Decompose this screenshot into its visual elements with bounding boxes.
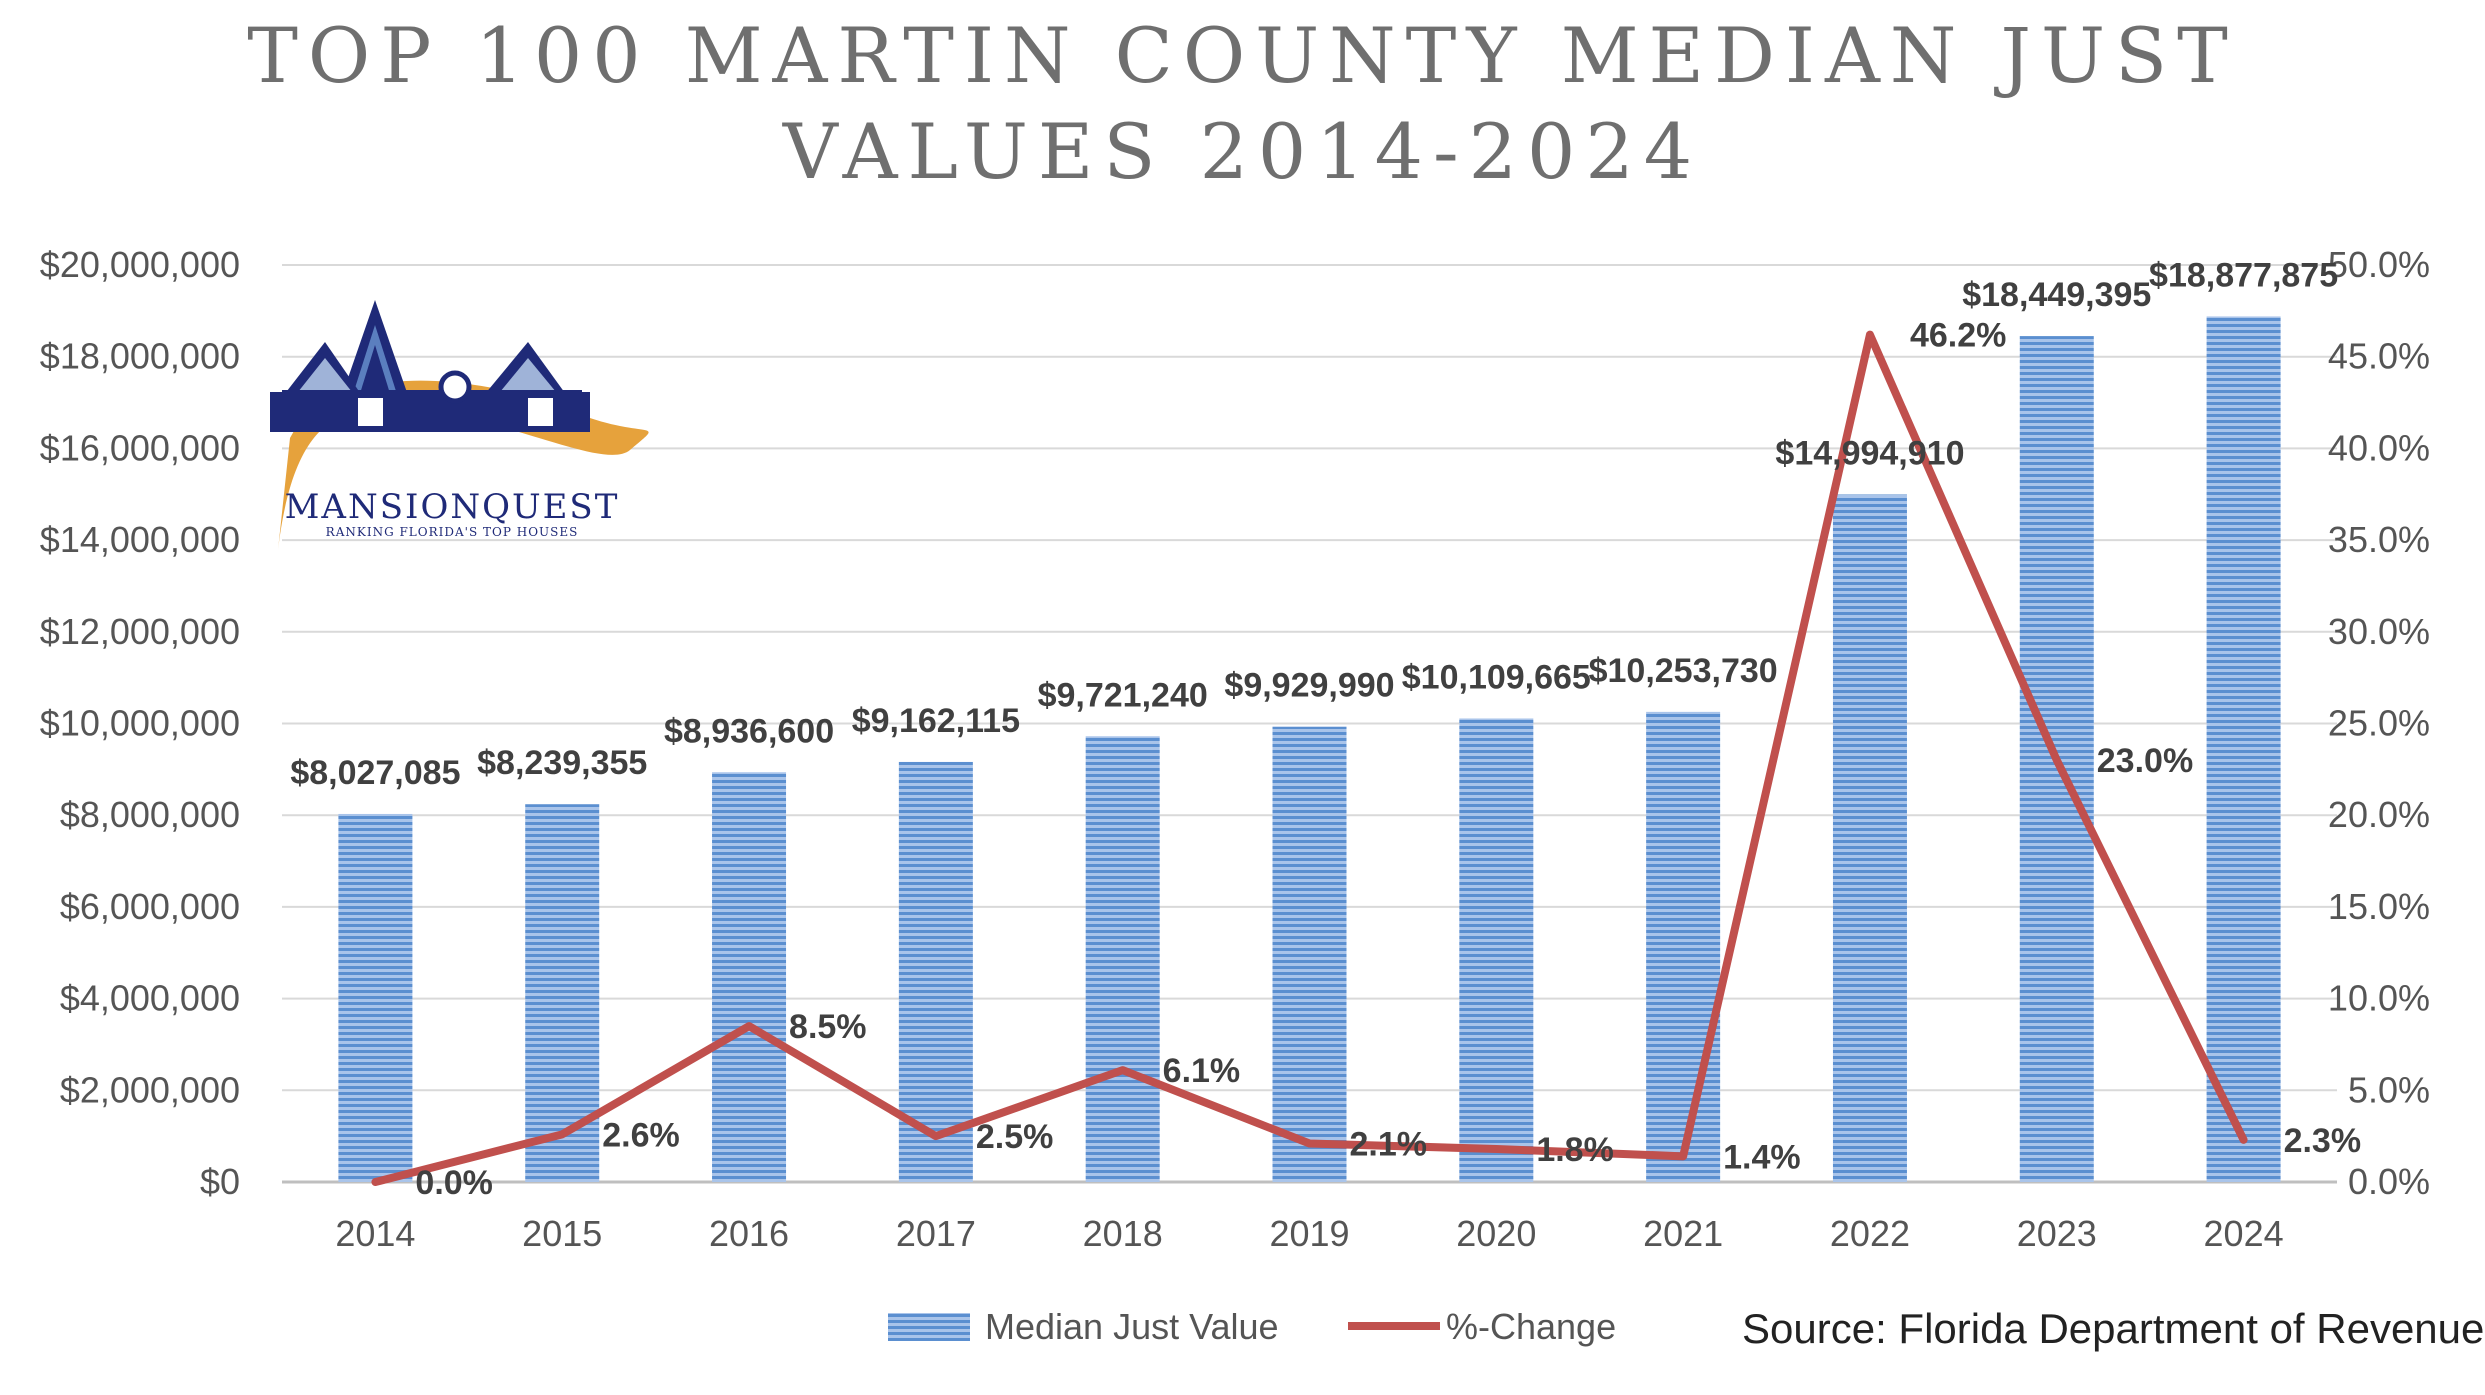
pct-change-line-layer xyxy=(371,330,2248,1186)
bar-value-labels: $8,027,085 $8,239,355 $8,936,600 $9,162,115… xyxy=(290,256,2338,792)
x-axis-tick-label: 2015 xyxy=(522,1213,602,1254)
pct-value-label: 2.6% xyxy=(602,1116,680,1154)
bar-value-label: $8,936,600 xyxy=(664,712,834,750)
legend-line-label: %-Change xyxy=(1446,1306,1616,1347)
right-axis-tick-label: 15.0% xyxy=(2328,886,2430,927)
bar-value-label: $8,239,355 xyxy=(477,744,647,782)
bar-value-label: $10,253,730 xyxy=(1589,652,1778,690)
bar-value-label: $14,994,910 xyxy=(1775,434,1964,472)
x-axis-tick-label: 2014 xyxy=(335,1213,415,1254)
left-axis-tick-label: $12,000,000 xyxy=(40,611,240,652)
bar-value-label: $8,027,085 xyxy=(290,754,460,792)
right-axis-tick-label: 5.0% xyxy=(2348,1069,2430,1110)
pct-value-label: 6.1% xyxy=(1163,1052,1241,1090)
bar-value-label: $18,449,395 xyxy=(1962,276,2151,314)
pct-value-label: 0.0% xyxy=(415,1164,493,1202)
logo-name: MANSIONQUEST xyxy=(285,487,620,527)
right-axis-tick-label: 40.0% xyxy=(2328,427,2430,468)
pct-value-label: 46.2% xyxy=(1910,317,2006,355)
x-axis-tick-label: 2022 xyxy=(1830,1213,1910,1254)
left-axis-tick-label: $8,000,000 xyxy=(60,794,240,835)
x-axis-tick-label: 2019 xyxy=(1269,1213,1349,1254)
pct-value-label: 8.5% xyxy=(789,1008,867,1046)
source-note: Source: Florida Department of Revenue xyxy=(1742,1305,2484,1352)
bar xyxy=(1832,494,1907,1182)
bar-value-label: $9,929,990 xyxy=(1224,667,1394,705)
bar xyxy=(1646,711,1721,1182)
pct-value-labels: 0.0% 2.6% 8.5% 2.5% 6.1% 2.1% 1.8% 1.4% 46.2% 23.… xyxy=(415,317,2361,1202)
bar xyxy=(338,813,413,1182)
left-axis-tick-label: $4,000,000 xyxy=(60,978,240,1019)
legend: Median Just Value %-Change xyxy=(888,1306,1616,1347)
left-axis-tick-label: $6,000,000 xyxy=(60,886,240,927)
pct-value-label: 23.0% xyxy=(2097,742,2193,780)
bar xyxy=(898,761,973,1182)
bar xyxy=(712,772,787,1182)
right-axis-tick-label: 20.0% xyxy=(2328,794,2430,835)
bar xyxy=(1272,726,1347,1182)
chart-title: TOP 100 MARTIN COUNTY MEDIAN JUST VALUES… xyxy=(0,8,2485,200)
pct-value-label: 1.8% xyxy=(1536,1131,1614,1169)
right-axis-tick-label: 25.0% xyxy=(2328,703,2430,744)
x-axis-tick-label: 2018 xyxy=(1083,1213,1163,1254)
legend-bar-swatch xyxy=(888,1313,970,1341)
chart-title-line-2: VALUES 2014-2024 xyxy=(782,107,1703,196)
left-axis-tick-label: $16,000,000 xyxy=(40,427,240,468)
x-axis-ticks: 2014 2015 2016 2017 2018 2019 2020 2021 2022 2023… xyxy=(335,1213,2283,1254)
left-axis-tick-label: $0 xyxy=(200,1161,240,1202)
x-axis-tick-label: 2021 xyxy=(1643,1213,1723,1254)
mansionquest-logo: MANSIONQUEST RANKING FLORIDA'S TOP HOUSE… xyxy=(270,300,649,550)
bar xyxy=(1085,736,1160,1182)
legend-bar-label: Median Just Value xyxy=(985,1306,1279,1347)
pct-value-label: 1.4% xyxy=(1723,1138,1801,1176)
right-axis-tick-label: 45.0% xyxy=(2328,336,2430,377)
bar-value-label: $10,109,665 xyxy=(1402,658,1591,696)
left-axis-tick-label: $20,000,000 xyxy=(40,244,240,285)
left-axis-ticks: $0 $2,000,000 $4,000,000 $6,000,000 $8,000,0… xyxy=(40,244,240,1202)
left-axis-tick-label: $2,000,000 xyxy=(60,1069,240,1110)
x-axis-tick-label: 2024 xyxy=(2204,1213,2284,1254)
x-axis-tick-label: 2017 xyxy=(896,1213,976,1254)
bar-value-label: $9,721,240 xyxy=(1038,676,1208,714)
bar xyxy=(525,804,600,1182)
right-axis-tick-label: 35.0% xyxy=(2328,519,2430,560)
pct-value-label: 2.1% xyxy=(1350,1125,1428,1163)
bar xyxy=(1459,718,1534,1182)
x-axis-tick-label: 2016 xyxy=(709,1213,789,1254)
right-axis-tick-label: 50.0% xyxy=(2328,244,2430,285)
x-axis-tick-label: 2020 xyxy=(1456,1213,1536,1254)
left-axis-tick-label: $10,000,000 xyxy=(40,703,240,744)
logo-tagline: RANKING FLORIDA'S TOP HOUSES xyxy=(326,525,579,539)
bar xyxy=(2206,316,2281,1182)
chart-title-line-1: TOP 100 MARTIN COUNTY MEDIAN JUST xyxy=(247,11,2238,100)
left-axis-tick-label: $14,000,000 xyxy=(40,519,240,560)
pct-value-label: 2.5% xyxy=(976,1118,1054,1156)
x-axis-tick-label: 2023 xyxy=(2017,1213,2097,1254)
right-axis-tick-label: 10.0% xyxy=(2328,978,2430,1019)
left-axis-tick-label: $18,000,000 xyxy=(40,336,240,377)
bar-value-label: $18,877,875 xyxy=(2149,256,2338,294)
pct-value-label: 2.3% xyxy=(2284,1122,2362,1160)
gridlines xyxy=(282,264,2337,1184)
right-axis-tick-label: 0.0% xyxy=(2348,1161,2430,1202)
right-axis-tick-label: 30.0% xyxy=(2328,611,2430,652)
bar-value-label: $9,162,115 xyxy=(852,702,1020,740)
right-axis-ticks: 0.0% 5.0% 10.0% 15.0% 20.0% 25.0% 30.0% 35.0% 40… xyxy=(2328,244,2430,1202)
